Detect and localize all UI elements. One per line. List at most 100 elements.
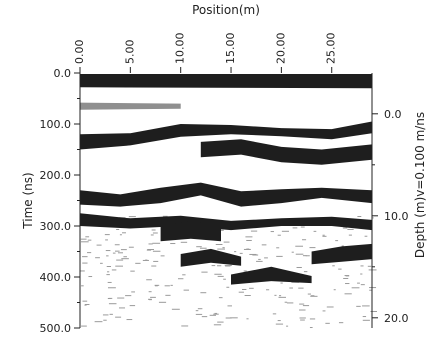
noise-speck xyxy=(302,239,307,241)
noise-speck xyxy=(360,273,363,275)
noise-speck xyxy=(195,310,199,312)
noise-speck xyxy=(368,269,377,271)
noise-speck xyxy=(94,321,103,323)
noise-speck xyxy=(81,325,87,327)
noise-speck xyxy=(196,246,202,248)
left-tick-label: 300.0 xyxy=(40,220,72,233)
noise-speck xyxy=(199,247,207,249)
noise-speck xyxy=(278,296,286,298)
noise-speck xyxy=(123,256,127,258)
reflector-band-reflector-1 xyxy=(80,121,372,150)
noise-speck xyxy=(299,309,306,311)
noise-speck xyxy=(322,234,325,236)
noise-speck xyxy=(333,289,336,291)
noise-speck xyxy=(246,239,252,241)
noise-speck xyxy=(200,292,207,294)
noise-speck xyxy=(145,259,148,261)
reflector-band-reflector-5 xyxy=(160,220,221,242)
noise-speck xyxy=(347,228,354,230)
noise-speck xyxy=(326,306,334,308)
noise-speck xyxy=(345,283,350,285)
noise-speck xyxy=(360,284,365,286)
noise-speck xyxy=(309,247,316,249)
noise-speck xyxy=(249,253,257,255)
left-tick-label: 100.0 xyxy=(40,118,72,131)
top-axis-title: Position(m) xyxy=(192,3,260,17)
noise-speck xyxy=(106,274,110,276)
noise-speck xyxy=(129,305,136,307)
top-tick-label: 5.00 xyxy=(123,40,136,65)
noise-speck xyxy=(370,310,377,312)
noise-speck xyxy=(177,278,184,280)
noise-speck xyxy=(305,255,310,257)
noise-speck xyxy=(309,327,313,329)
noise-speck xyxy=(209,314,216,316)
noise-speck xyxy=(108,297,113,299)
reflector-layer xyxy=(80,73,377,329)
noise-speck xyxy=(371,217,374,219)
noise-speck xyxy=(146,249,152,251)
noise-speck xyxy=(100,262,103,264)
noise-speck xyxy=(362,319,370,321)
noise-speck xyxy=(151,229,156,231)
noise-speck xyxy=(117,297,125,299)
noise-speck xyxy=(295,253,304,255)
top-tick-label: 15.00 xyxy=(224,33,237,65)
noise-speck xyxy=(87,252,92,254)
noise-speck xyxy=(249,287,254,289)
noise-speck xyxy=(338,268,342,270)
right-tick-label: 20.0 xyxy=(384,312,409,325)
noise-speck xyxy=(362,305,370,307)
noise-speck xyxy=(106,265,112,267)
noise-speck xyxy=(286,302,294,304)
noise-speck xyxy=(130,270,135,272)
noise-speck xyxy=(81,285,84,287)
noise-speck xyxy=(341,245,344,247)
noise-speck xyxy=(81,241,89,243)
noise-speck xyxy=(135,262,141,264)
noise-speck xyxy=(225,265,231,267)
noise-speck xyxy=(213,324,222,326)
noise-speck xyxy=(291,251,294,253)
noise-speck xyxy=(299,303,305,305)
noise-speck xyxy=(281,230,290,232)
noise-speck xyxy=(302,255,307,257)
top-tick-label: 25.00 xyxy=(325,33,338,65)
noise-speck xyxy=(85,236,90,238)
noise-speck xyxy=(226,286,230,288)
noise-speck xyxy=(122,232,126,234)
noise-speck xyxy=(119,234,122,236)
noise-speck xyxy=(107,271,110,273)
noise-speck xyxy=(152,250,161,252)
noise-speck xyxy=(250,230,258,232)
noise-speck xyxy=(279,295,282,297)
noise-speck xyxy=(344,293,352,295)
noise-speck xyxy=(342,227,348,229)
noise-speck xyxy=(170,243,176,245)
noise-speck xyxy=(322,310,326,312)
noise-speck xyxy=(160,255,165,257)
right-tick-label: 0.0 xyxy=(384,108,402,121)
top-tick-label: 0.00 xyxy=(73,40,86,65)
noise-speck xyxy=(348,234,352,236)
noise-speck xyxy=(102,314,109,316)
noise-speck xyxy=(154,285,158,287)
noise-speck xyxy=(121,258,129,260)
noise-speck xyxy=(126,319,133,321)
noise-speck xyxy=(222,247,225,249)
noise-speck xyxy=(152,232,158,234)
noise-speck xyxy=(88,276,93,278)
noise-speck xyxy=(298,287,304,289)
noise-speck xyxy=(272,313,277,315)
noise-speck xyxy=(362,316,367,318)
noise-speck xyxy=(84,304,90,306)
noise-speck xyxy=(291,281,300,283)
noise-speck xyxy=(165,294,171,296)
reflector-band-reflector-3 xyxy=(80,182,372,207)
noise-speck xyxy=(115,265,123,267)
noise-speck xyxy=(275,323,284,325)
right-axis-title: Depth (m)v=0.100 m/ns xyxy=(413,112,427,258)
noise-speck xyxy=(218,297,223,299)
noise-speck xyxy=(170,284,173,286)
noise-speck xyxy=(369,287,377,289)
